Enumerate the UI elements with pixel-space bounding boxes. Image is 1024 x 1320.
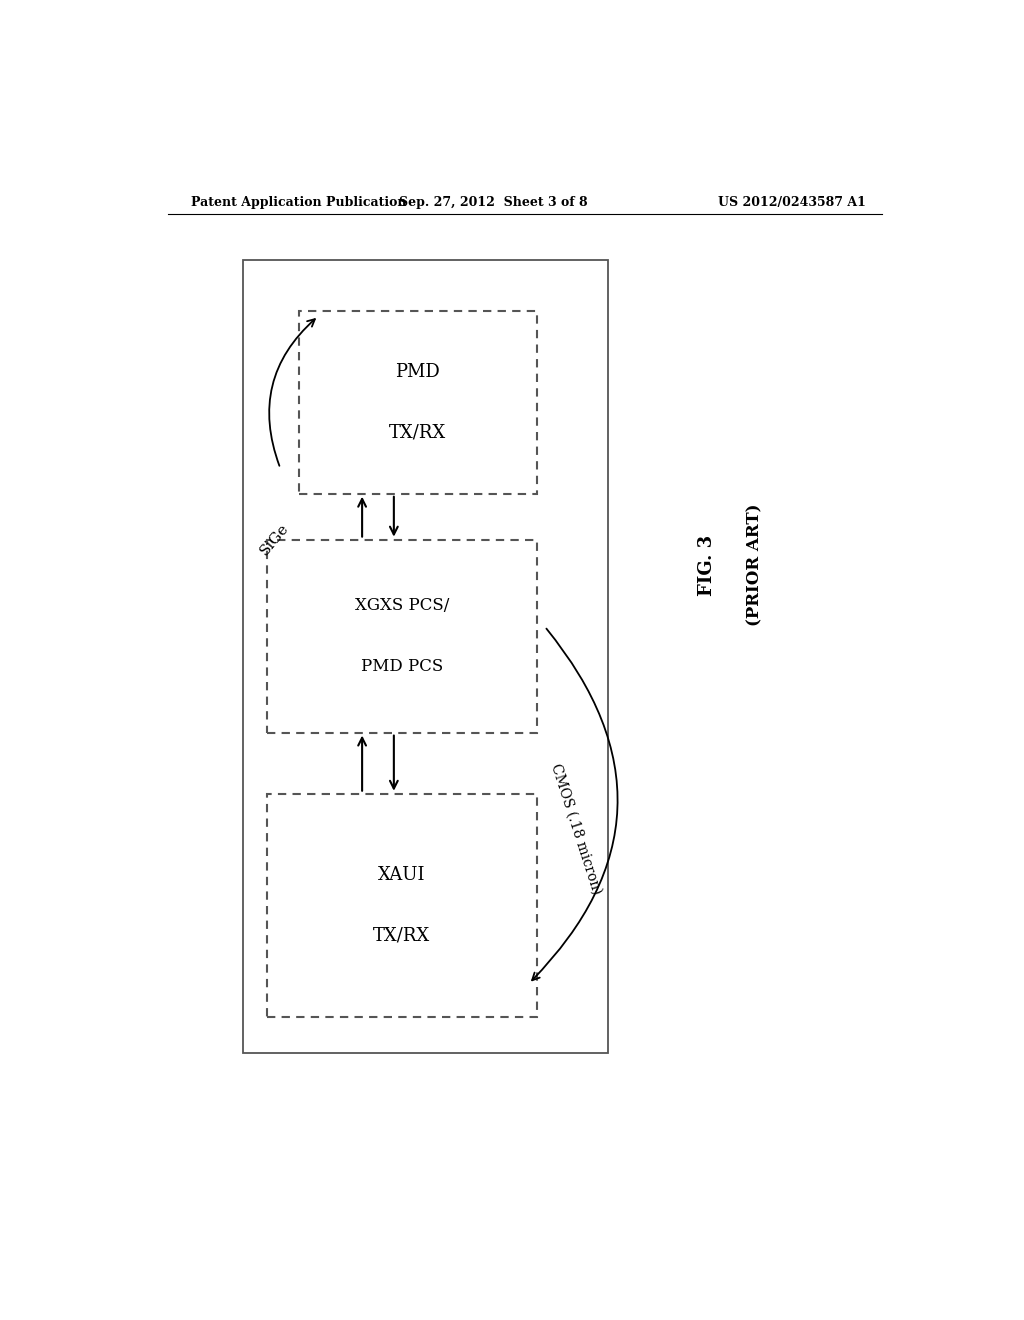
Text: CMOS (.18 micron): CMOS (.18 micron) (549, 762, 604, 896)
Text: (PRIOR ART): (PRIOR ART) (746, 504, 764, 626)
Bar (243, 260, 608, 1053)
Text: FIG. 3: FIG. 3 (698, 535, 717, 595)
Bar (267, 793, 537, 1018)
FancyArrowPatch shape (269, 319, 314, 466)
Bar (299, 312, 537, 494)
Text: PMD: PMD (395, 363, 440, 381)
Text: SiGe: SiGe (258, 521, 292, 558)
Text: US 2012/0243587 A1: US 2012/0243587 A1 (718, 195, 866, 209)
Text: Patent Application Publication: Patent Application Publication (191, 195, 407, 209)
Text: Sep. 27, 2012  Sheet 3 of 8: Sep. 27, 2012 Sheet 3 of 8 (398, 195, 588, 209)
Text: TX/RX: TX/RX (373, 927, 430, 945)
Text: XAUI: XAUI (378, 866, 426, 884)
FancyArrowPatch shape (532, 628, 617, 981)
Text: PMD PCS: PMD PCS (360, 659, 443, 675)
Text: XGXS PCS/: XGXS PCS/ (354, 597, 449, 614)
Bar (267, 540, 537, 733)
Text: TX/RX: TX/RX (389, 424, 446, 442)
